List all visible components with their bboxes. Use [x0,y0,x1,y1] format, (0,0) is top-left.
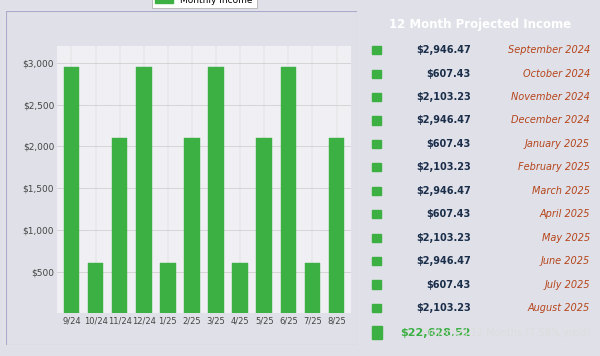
Text: January 2025: January 2025 [525,139,590,149]
Text: February 2025: February 2025 [518,162,590,172]
Bar [373,304,380,312]
Bar [232,263,248,313]
Bar [373,163,380,172]
Text: $2,103.23: $2,103.23 [416,303,470,313]
Bar [373,116,380,125]
Text: $607.43: $607.43 [427,279,470,289]
Bar [112,138,127,313]
Text: August 2025: August 2025 [528,303,590,313]
Text: $607.43: $607.43 [427,139,470,149]
Text: $22,628.52: $22,628.52 [400,328,470,337]
Text: $2,946.47: $2,946.47 [416,256,470,266]
Bar [160,263,176,313]
Bar [64,67,79,313]
Text: October 2024: October 2024 [523,69,590,79]
Text: March 2025: March 2025 [532,186,590,196]
Text: $2,946.47: $2,946.47 [416,115,470,125]
Bar [281,67,296,313]
Bar [373,140,380,148]
Bar [373,281,380,289]
Text: $607.43: $607.43 [427,69,470,79]
Bar [136,67,152,313]
Bar [373,210,380,218]
Text: $2,103.23: $2,103.23 [416,233,470,243]
Bar [184,138,200,313]
Legend: Monthly Income: Monthly Income [151,0,257,8]
Text: July 2025: July 2025 [544,279,590,289]
Text: June 2025: June 2025 [541,256,590,266]
Bar [256,138,272,313]
Text: November 2024: November 2024 [511,92,590,102]
Bar [208,67,224,313]
Bar [373,93,380,101]
Text: 12 Month Projected Income: 12 Month Projected Income [389,18,571,31]
Text: May 2025: May 2025 [542,233,590,243]
Bar [373,46,380,54]
Text: December 2024: December 2024 [511,115,590,125]
Text: September 2024: September 2024 [508,45,590,55]
Text: $2,946.47: $2,946.47 [416,45,470,55]
Text: April 2025: April 2025 [539,209,590,219]
Text: $2,103.23: $2,103.23 [416,162,470,172]
Bar [373,326,382,339]
Bar [373,187,380,195]
Bar [373,257,380,265]
Text: $607.43: $607.43 [427,209,470,219]
Bar [305,263,320,313]
Bar [373,69,380,78]
Bar [88,263,103,313]
Bar [373,234,380,242]
Bar [329,138,344,313]
Text: $2,103.23: $2,103.23 [416,92,470,102]
Text: $2,946.47: $2,946.47 [416,186,470,196]
Text: Projected 12 Months (7.58% yield): Projected 12 Months (7.58% yield) [422,328,590,337]
